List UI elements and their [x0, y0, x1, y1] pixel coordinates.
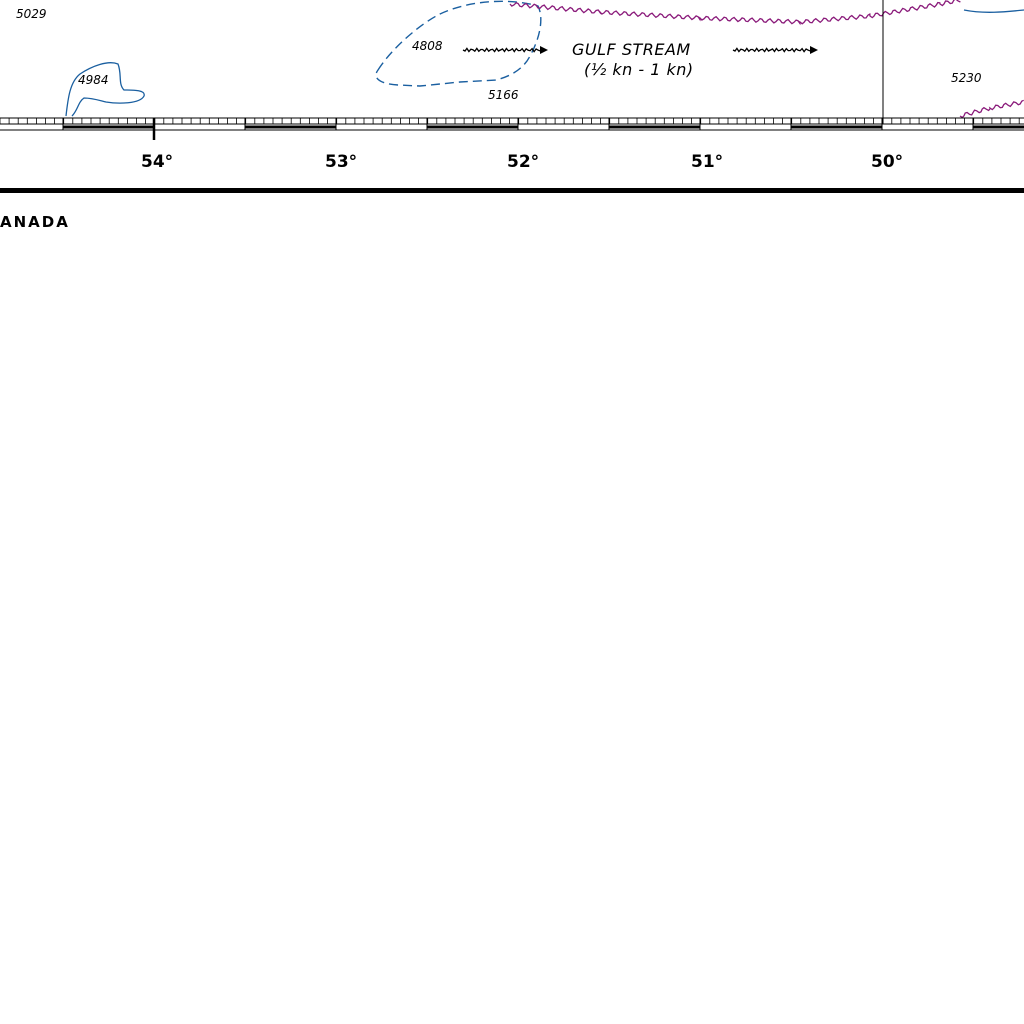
map-border	[0, 188, 1024, 193]
longitude-label: 50°	[871, 152, 903, 172]
depth-contour-4808	[375, 0, 542, 87]
current-speed: (½ kn - 1 kn)	[584, 60, 694, 79]
longitude-label: 52°	[507, 152, 539, 172]
longitude-label: 54°	[141, 152, 173, 172]
current-name: GULF STREAM	[572, 40, 691, 59]
current-arrow-west	[462, 46, 548, 54]
sounding-label: 5029	[16, 7, 47, 21]
country-label: ANADA	[0, 213, 70, 231]
longitude-label: 53°	[325, 152, 357, 172]
sounding-label: 4984	[78, 73, 109, 87]
depth-contour-east	[963, 9, 1024, 13]
sounding-label: 4808	[412, 39, 443, 53]
depth-contour-4984	[65, 62, 145, 117]
current-boundary-east	[959, 99, 1024, 119]
current-boundary-north	[509, 0, 961, 26]
current-arrow-east	[732, 46, 818, 54]
sounding-label: 5166	[488, 88, 519, 102]
sounding-label: 5230	[951, 71, 982, 85]
longitude-label: 51°	[691, 152, 723, 172]
